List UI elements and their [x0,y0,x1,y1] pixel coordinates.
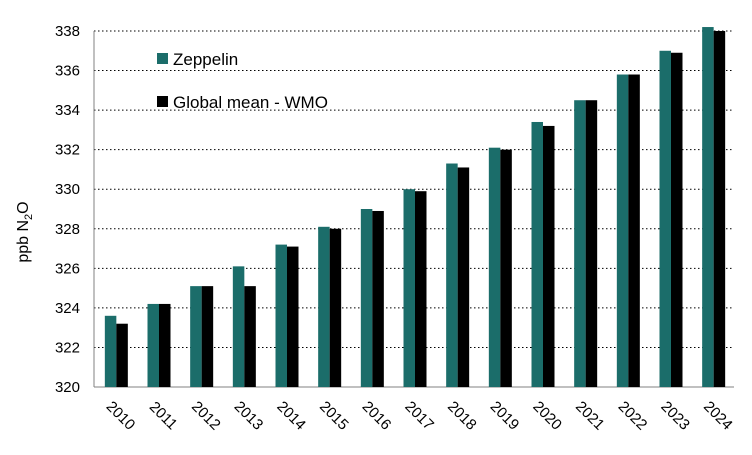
y-tick-label-326: 326 [55,260,80,277]
bar-zeppelin-2016 [360,209,373,387]
bar-global-mean-2019 [500,149,512,387]
bar-global-mean-2012 [201,286,214,387]
x-tick-label-2021: 2021 [572,398,608,434]
y-tick-label-336: 336 [55,63,80,80]
y-tick-label-330: 330 [55,181,80,198]
bar-global-mean-2020 [543,125,555,387]
x-tick-label-2022: 2022 [615,398,651,434]
x-tick-label-2016: 2016 [359,398,395,434]
legend-label-global-mean: Global mean - WMO [173,93,328,112]
y-tick-labels: 320 322 324 326 328 330 332 334 336 338 [55,23,80,396]
x-tick-label-2023: 2023 [657,398,693,434]
bar-zeppelin-2011 [147,303,159,387]
bar-zeppelin-2018 [446,163,458,387]
bar-global-mean-2023 [671,52,683,387]
y-tick-label-334: 334 [55,102,80,119]
legend-swatch-zeppelin [157,53,168,64]
bar-global-mean-2018 [457,167,470,387]
x-tick-label-2017: 2017 [401,398,437,434]
x-tick-label-2011: 2011 [146,398,181,433]
bar-global-mean-2010 [116,323,128,387]
bar-global-mean-2022 [628,74,640,387]
y-tick-label-338: 338 [55,23,80,40]
y-axis-title: ppb N2O [15,201,35,262]
bar-zeppelin-2010 [104,315,117,387]
bar-zeppelin-2022 [616,74,629,387]
bars [104,27,726,388]
bar-zeppelin-2014 [275,244,287,387]
legend: Zeppelin Global mean - WMO [157,50,328,112]
x-tick-label-2024: 2024 [700,398,736,434]
y-tick-label-322: 322 [55,339,80,356]
y-tick-label-324: 324 [55,300,80,317]
legend-label-zeppelin: Zeppelin [173,50,238,69]
x-tick-labels: 2010 2011 2012 2013 2014 2015 2016 2017 2018 2019… [103,398,736,434]
bar-zeppelin-2015 [318,226,330,387]
x-tick-label-2012: 2012 [188,398,224,434]
bar-global-mean-2014 [287,246,299,387]
bar-zeppelin-2023 [659,50,671,388]
x-tick-label-2019: 2019 [487,398,523,434]
bar-global-mean-2017 [415,191,427,387]
y-axis-title-suffix: O [15,201,32,213]
bar-zeppelin-2020 [531,121,543,387]
x-tick-label-2020: 2020 [529,398,565,434]
x-tick-label-2013: 2013 [231,398,267,434]
bar-global-mean-2021 [585,100,598,387]
y-tick-label-320: 320 [55,379,80,396]
bar-global-mean-2013 [244,286,256,387]
x-tick-label-2014: 2014 [273,398,309,434]
y-axis-title-main: ppb N [15,220,32,263]
bar-zeppelin-2017 [403,189,415,387]
bar-zeppelin-2019 [488,147,501,387]
legend-swatch-global-mean [157,96,168,107]
bar-zeppelin-2021 [574,100,586,387]
bar-zeppelin-2024 [702,27,714,388]
bar-global-mean-2016 [372,210,384,387]
bar-zeppelin-2012 [190,286,202,387]
bar-global-mean-2011 [159,303,171,387]
x-tick-label-2010: 2010 [103,398,139,434]
y-tick-label-328: 328 [55,221,80,238]
y-tick-label-332: 332 [55,142,80,159]
x-tick-label-2015: 2015 [316,398,352,434]
bar-zeppelin-2013 [232,266,245,387]
y-axis-title-subscript: 2 [23,214,35,220]
bar-global-mean-2015 [329,228,342,387]
bar-global-mean-2024 [713,31,726,387]
x-tick-label-2018: 2018 [444,398,480,434]
